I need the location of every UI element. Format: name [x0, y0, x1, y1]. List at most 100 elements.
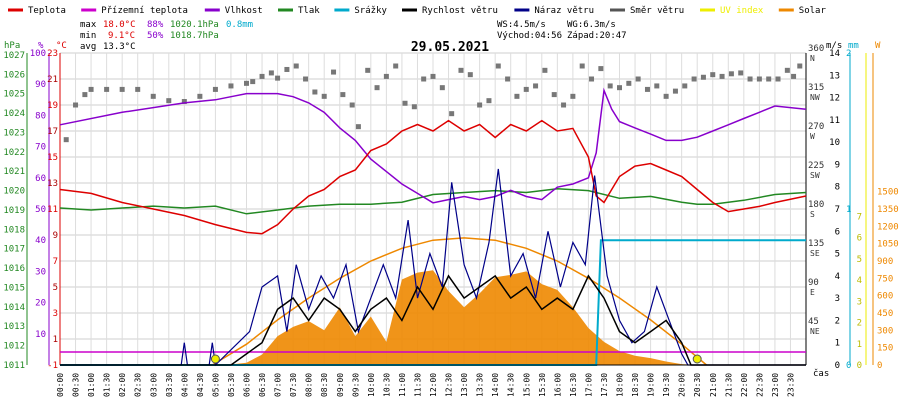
wind-dir-point — [303, 76, 309, 82]
tick-uv: 1 — [857, 340, 862, 350]
tick-rain: 1 — [846, 205, 851, 215]
tick-temp: -1 — [47, 361, 58, 371]
tick-pressure: 1021 — [3, 167, 25, 177]
wind-dir-point — [570, 93, 576, 99]
tick-uv: 6 — [857, 234, 862, 244]
tick-time: 10:30 — [382, 373, 391, 397]
wind-dir-point — [340, 92, 346, 98]
tick-time: 17:30 — [600, 373, 609, 397]
wind-dir-point — [691, 76, 697, 82]
stat-max-rain: 0.8mm — [226, 20, 253, 30]
tick-temp: 1 — [53, 335, 58, 345]
tick-temp: 19 — [47, 101, 58, 111]
wind-dir-point — [365, 67, 371, 73]
wind-dir-point — [293, 63, 299, 69]
tick-wind-speed: 4 — [835, 272, 840, 282]
tick-solar: 600 — [877, 292, 893, 302]
stat-sunset: Západ:20:47 — [567, 31, 627, 41]
tick-wind-speed: 6 — [835, 227, 840, 237]
tick-time: 12:30 — [445, 373, 454, 397]
tick-pressure: 1024 — [3, 109, 25, 119]
tick-time: 16:00 — [553, 373, 562, 397]
legend-label: Přízemní teplota — [101, 6, 188, 16]
tick-time: 07:30 — [289, 373, 298, 397]
wind-dir-point — [119, 86, 125, 92]
wind-dir-point — [579, 63, 585, 69]
wind-dir-point — [477, 102, 483, 108]
tick-time: 20:00 — [678, 373, 687, 397]
tick-time: 23:30 — [786, 373, 795, 397]
wind-dir-point — [719, 73, 725, 79]
tick-solar: 0 — [877, 361, 882, 371]
wind-dir-point — [284, 66, 290, 72]
tick-time: 19:30 — [662, 373, 671, 397]
tick-time: 14:00 — [491, 373, 500, 397]
tick-pressure: 1019 — [3, 206, 25, 216]
tick-time: 01:30 — [103, 373, 112, 397]
wind-dir-point — [791, 73, 797, 79]
tick-humidity: 40 — [35, 236, 46, 246]
legend-label: Srážky — [354, 6, 387, 16]
tick-pressure: 1027 — [3, 51, 25, 61]
wind-dir-point — [766, 76, 772, 82]
tick-humidity: 60 — [35, 174, 46, 184]
tick-solar: 1050 — [877, 240, 899, 250]
tick-pressure: 1026 — [3, 70, 25, 80]
tick-pressure: 1014 — [3, 303, 25, 313]
tick-wind-dir: 360 — [808, 44, 824, 54]
tick-time: 00:00 — [56, 373, 65, 397]
tick-wind-dir: 270 — [808, 122, 824, 132]
legend-label: Vlhkost — [225, 6, 263, 16]
tick-time: 09:00 — [336, 373, 345, 397]
wind-dir-point — [383, 73, 389, 79]
tick-time: 14:30 — [507, 373, 516, 397]
tick-time: 03:30 — [165, 373, 174, 397]
tick-wind-dir: 315 — [808, 83, 824, 93]
legend-label: Rychlost větru — [422, 6, 498, 16]
wind-dir-point — [486, 98, 492, 104]
tick-pressure: 1020 — [3, 187, 25, 197]
wind-dir-point — [607, 83, 613, 89]
tick-time: 21:00 — [709, 373, 718, 397]
tick-time: 19:00 — [647, 373, 656, 397]
tick-time: 06:30 — [258, 373, 267, 397]
tick-wind-speed: 8 — [835, 183, 840, 193]
tick-temp: 13 — [47, 179, 58, 189]
tick-time: 00:30 — [72, 373, 81, 397]
tick-wind-dir-label: N — [810, 54, 815, 63]
wind-dir-point — [654, 83, 660, 89]
tick-pressure: 1012 — [3, 342, 25, 352]
tick-pressure: 1023 — [3, 128, 25, 138]
wind-dir-point — [104, 86, 110, 92]
tick-humidity: 100 — [30, 49, 46, 59]
tick-time: 05:30 — [227, 373, 236, 397]
tick-solar: 450 — [877, 309, 893, 319]
legend-label: Teplota — [28, 6, 66, 16]
chart-title: 29.05.2021 — [411, 40, 489, 55]
wind-dir-point — [663, 93, 669, 99]
tick-temp: 15 — [47, 153, 58, 163]
tick-time: 08:00 — [305, 373, 314, 397]
wind-dir-point — [393, 63, 399, 69]
wind-dir-point — [250, 79, 256, 85]
wind-dir-point — [88, 86, 94, 92]
tick-wind-speed: 5 — [835, 250, 840, 260]
tick-solar: 750 — [877, 274, 893, 284]
tick-wind-speed: 7 — [835, 205, 840, 215]
tick-solar: 300 — [877, 326, 893, 336]
tick-time: 09:30 — [351, 373, 360, 397]
tick-temp: 11 — [47, 205, 58, 215]
legend-label: Náraz větru — [534, 6, 594, 16]
tick-time: 15:00 — [522, 373, 531, 397]
tick-wind-dir-label: SE — [810, 249, 820, 258]
wind-dir-point — [321, 93, 327, 99]
wind-dir-point — [244, 80, 249, 86]
wind-dir-point — [82, 92, 88, 98]
tick-pressure: 1015 — [3, 283, 25, 293]
tick-time: 18:30 — [631, 373, 640, 397]
wind-dir-point — [700, 74, 706, 80]
tick-wind-speed: 0 — [835, 361, 840, 371]
wind-dir-point — [197, 93, 203, 99]
tick-humidity: 70 — [35, 143, 46, 153]
